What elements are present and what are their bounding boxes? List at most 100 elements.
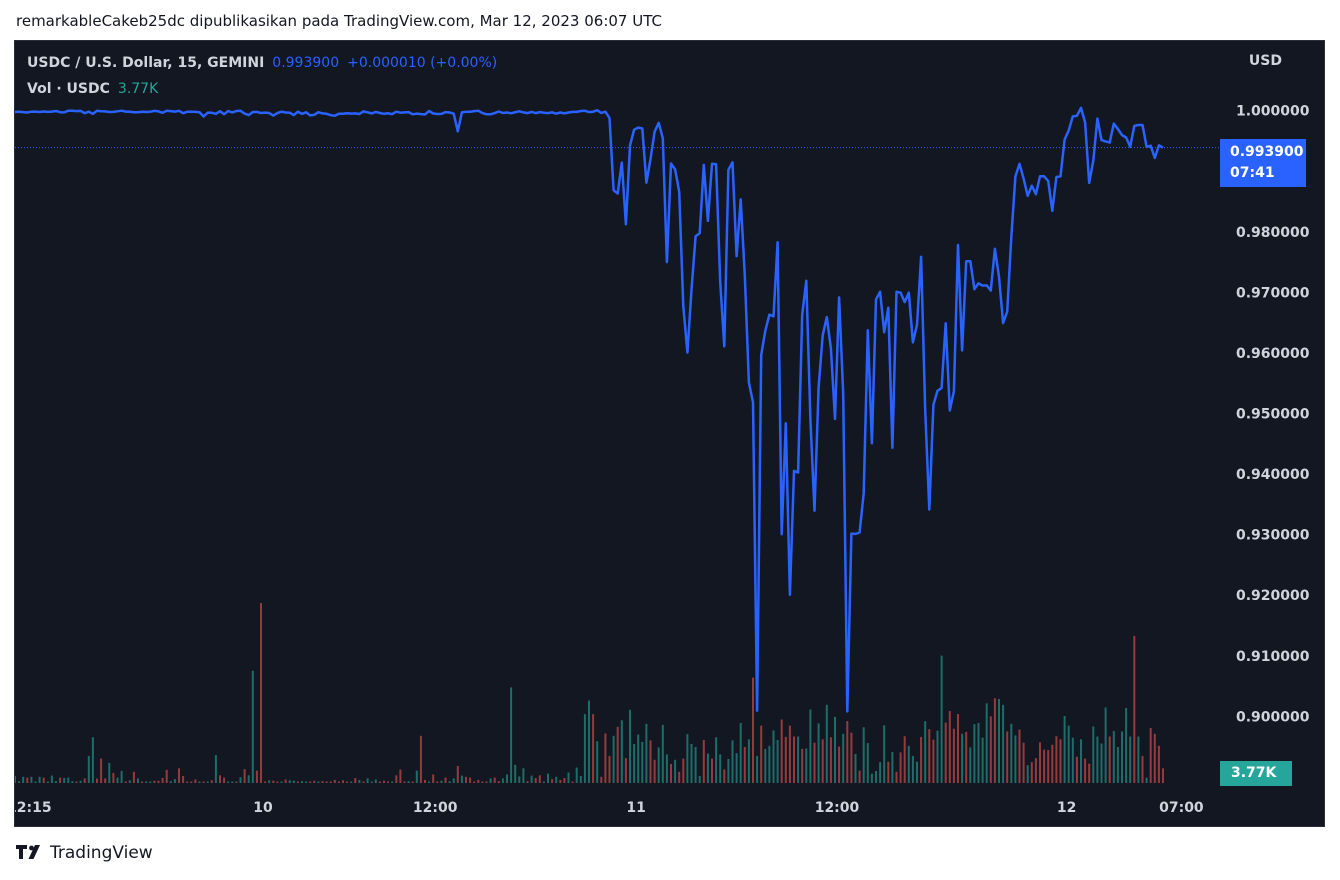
- volume-bar: [715, 737, 718, 783]
- volume-bar: [834, 716, 836, 783]
- volume-bar: [178, 768, 180, 783]
- volume-bar: [112, 772, 115, 783]
- tradingview-brand[interactable]: TradingView: [16, 843, 153, 863]
- price-tick-label: 0.950000: [1236, 407, 1310, 423]
- publication-attribution: remarkableCakeb25dc dipublikasikan pada …: [16, 12, 662, 30]
- currency-label[interactable]: USD: [1248, 53, 1282, 69]
- price-tick-label: 0.930000: [1236, 528, 1310, 544]
- volume-bar: [690, 743, 693, 783]
- volume-bar: [903, 736, 906, 783]
- volume-bar: [706, 753, 709, 783]
- volume-bar: [1055, 736, 1058, 783]
- volume-bar: [711, 758, 713, 783]
- time-tick-label: 12:00: [413, 800, 458, 816]
- volume-bar: [424, 779, 426, 783]
- volume-bar: [1059, 739, 1062, 783]
- volume-bar: [22, 776, 25, 783]
- volume-bar: [977, 723, 980, 783]
- volume-bar: [686, 734, 689, 783]
- volume-bar: [63, 778, 66, 783]
- volume-bar: [641, 742, 644, 783]
- volume-bar: [555, 776, 558, 783]
- volume-bar: [698, 776, 701, 783]
- volume-label: Vol · USDC: [27, 81, 110, 97]
- volume-bar: [276, 781, 279, 783]
- volume-bar: [1145, 777, 1148, 783]
- volume-bar: [91, 737, 94, 783]
- volume-bar: [592, 714, 595, 783]
- price-line-series: [15, 106, 1164, 713]
- volume-bar: [747, 739, 750, 783]
- volume-bar: [891, 752, 894, 783]
- volume-bar: [231, 781, 234, 783]
- volume-bar: [629, 709, 631, 783]
- volume-bar: [206, 781, 209, 783]
- volume-bar: [624, 758, 627, 783]
- price-chart[interactable]: 1.000000 0.980000 0.970000 0.960000 0.950000…: [15, 41, 1326, 828]
- volume-bar: [1063, 716, 1066, 783]
- volume-bar: [30, 776, 33, 783]
- volume-bar: [637, 734, 640, 783]
- symbol-legend[interactable]: USDC / U.S. Dollar, 15, GEMINI 0.993900 +0…: [27, 55, 497, 71]
- volume-bar: [1116, 747, 1119, 783]
- volume-bar: [530, 775, 533, 783]
- volume-bar: [1157, 745, 1160, 783]
- volume-bar: [1153, 733, 1156, 783]
- symbol-title: USDC / U.S. Dollar, 15, GEMINI: [27, 55, 265, 71]
- volume-bar: [1112, 731, 1115, 783]
- volume-bar: [15, 776, 16, 783]
- volume-bar: [247, 775, 250, 783]
- volume-bar: [46, 781, 49, 783]
- volume-bar: [825, 704, 828, 783]
- volume-bar: [1043, 749, 1046, 783]
- volume-bar: [1067, 725, 1070, 783]
- volume-bar: [981, 737, 984, 783]
- volume-bar: [309, 781, 312, 783]
- volume-bar: [67, 777, 70, 783]
- volume-bar: [1022, 742, 1025, 783]
- volume-bar: [264, 781, 267, 783]
- volume-bar: [383, 780, 385, 783]
- volume-bar: [26, 777, 29, 783]
- volume-legend[interactable]: Vol · USDC 3.77K: [27, 81, 158, 97]
- volume-bar: [805, 748, 808, 783]
- price-tag-value: 0.993900: [1230, 144, 1304, 160]
- volume-bar: [739, 723, 742, 783]
- volume-bar: [542, 781, 545, 783]
- volume-bar: [1075, 756, 1078, 783]
- volume-bar: [1014, 735, 1017, 783]
- volume-bar: [145, 781, 148, 783]
- volume-bar: [944, 722, 947, 783]
- price-tick-label: 0.960000: [1236, 346, 1310, 362]
- volume-bar: [895, 771, 898, 783]
- volume-bar: [924, 721, 927, 783]
- volume-bar: [1108, 736, 1111, 783]
- price-change-value: +0.000010 (+0.00%): [347, 55, 498, 71]
- volume-bar: [116, 777, 119, 783]
- volume-bar: [948, 711, 951, 783]
- volume-bar: [403, 781, 406, 783]
- volume-bar: [440, 780, 443, 783]
- volume-bar: [920, 736, 923, 783]
- volume-bar: [292, 780, 295, 783]
- volume-bar: [1051, 744, 1054, 783]
- volume-bar: [50, 775, 53, 783]
- volume-bar: [911, 755, 914, 783]
- volume-bar: [321, 781, 324, 783]
- volume-bar: [1129, 736, 1132, 783]
- volume-bar: [329, 781, 332, 783]
- volume-bar: [161, 778, 164, 783]
- volume-bar: [337, 781, 340, 783]
- volume-bar: [399, 769, 402, 783]
- volume-bar: [694, 747, 697, 783]
- volume-bar: [993, 698, 996, 783]
- volume-bar: [173, 779, 176, 783]
- volume-bar: [661, 724, 664, 783]
- volume-bar: [862, 727, 865, 783]
- last-price-tag: 0.993900 07:41: [1220, 139, 1306, 187]
- volume-bar: [674, 759, 677, 783]
- volume-bar: [1010, 723, 1013, 783]
- chart-panel[interactable]: 1.000000 0.980000 0.970000 0.960000 0.950000…: [14, 40, 1325, 827]
- volume-bar: [198, 781, 201, 783]
- volume-bar: [305, 781, 308, 783]
